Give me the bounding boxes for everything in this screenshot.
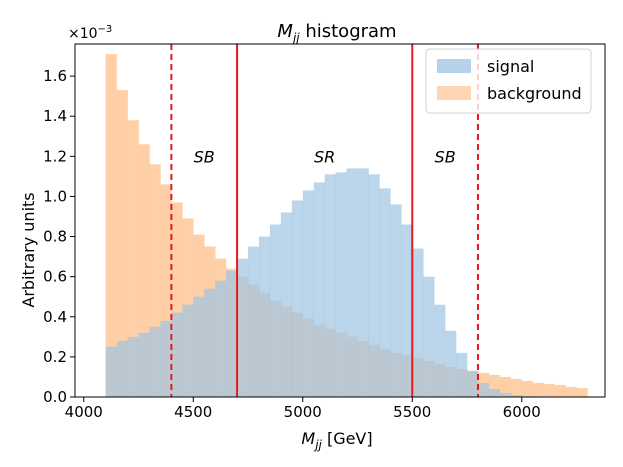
background-bar — [127, 120, 139, 397]
signal-bar — [204, 288, 216, 397]
signal-bar — [248, 246, 260, 397]
y-tick-label: 1.0 — [43, 187, 67, 205]
y-tick-label: 0.6 — [43, 268, 67, 286]
signal-bar — [467, 370, 479, 397]
y-tick-label: 1.2 — [43, 147, 67, 165]
signal-bar — [521, 395, 534, 397]
axes-frame — [74, 43, 606, 398]
signal-bar — [434, 304, 446, 397]
x-tick-label: 4500 — [174, 403, 212, 421]
signal-bar — [477, 382, 490, 397]
signal-bar — [116, 340, 128, 397]
x-tick-label: 5500 — [393, 403, 431, 421]
signal-bar — [324, 174, 336, 397]
signal-bar — [127, 336, 139, 397]
signal-bar — [291, 200, 304, 397]
y-tick-label: 0.8 — [43, 228, 67, 246]
signal-bar — [456, 352, 468, 397]
signal-bar — [510, 394, 523, 397]
signal-bar — [269, 224, 282, 397]
signal-bar — [423, 276, 435, 397]
signal-bar — [237, 258, 249, 397]
signal-bar — [138, 332, 150, 397]
signal-bar — [105, 346, 117, 397]
background-bar — [499, 376, 512, 397]
background-bar — [171, 202, 183, 397]
legend-swatch-signal — [437, 59, 471, 73]
signal-bar — [280, 212, 293, 397]
background-bar — [160, 184, 172, 397]
signal-bar — [160, 320, 172, 397]
legend-label-signal: signal — [487, 57, 534, 76]
background-bar — [488, 374, 501, 397]
background-bar — [116, 90, 128, 398]
y-axis-label: Arbitrary units — [19, 192, 38, 307]
legend-label-background: background — [487, 84, 582, 103]
background-bar — [138, 144, 150, 397]
y-tick-label: 1.4 — [43, 107, 67, 125]
x-tick-label: 4000 — [65, 403, 103, 421]
signal-bar — [368, 174, 380, 397]
y-multiplier: ×10−3 — [68, 24, 112, 42]
axes: 4000 4500 5000 5500 6000 0.0 0.2 0.4 0.6 0.8 1.0 1.… — [43, 43, 606, 421]
region-label-sb: SB — [194, 147, 215, 166]
signal-bar — [171, 312, 183, 397]
x-tick-label: 6000 — [503, 403, 541, 421]
signal-bar — [226, 270, 238, 397]
x-tick-label: 5000 — [284, 403, 322, 421]
signal-bar — [445, 330, 457, 397]
signal-bar — [390, 204, 402, 397]
signal-bar — [379, 188, 391, 397]
y-tick-label: 0.2 — [43, 348, 67, 366]
background-bar — [576, 387, 588, 397]
signal-bar — [488, 388, 501, 397]
region-label-sr: SR — [314, 147, 335, 166]
signal-bar — [215, 280, 227, 397]
signal-bar — [149, 326, 161, 397]
signal-bar — [313, 182, 325, 397]
plot-area: SB SR SB — [105, 44, 588, 398]
region-label-sb: SB — [435, 147, 456, 166]
background-bar — [532, 382, 544, 397]
signal-bar — [258, 236, 271, 397]
signal-bar — [401, 224, 413, 397]
signal-bar — [499, 392, 512, 397]
background-bar — [554, 384, 566, 397]
signal-bar — [335, 172, 347, 397]
background-bar — [105, 54, 117, 397]
chart-title: Mjj histogram — [277, 21, 396, 45]
background-bar — [521, 380, 534, 397]
background-bar — [543, 383, 555, 397]
background-bar — [565, 386, 577, 397]
signal-bar — [357, 168, 369, 397]
y-tick-label: 1.6 — [43, 67, 67, 85]
legend-swatch-background — [437, 86, 471, 100]
signal-bar — [302, 190, 315, 397]
y-tick-label: 0.0 — [43, 388, 67, 406]
signal-bar — [182, 304, 194, 397]
signal-bar — [346, 168, 358, 397]
background-bar — [510, 378, 523, 397]
series-signal — [105, 168, 577, 397]
signal-bar — [412, 248, 424, 397]
background-bar — [149, 164, 161, 397]
signal-bar — [193, 296, 205, 397]
legend: signal background — [425, 48, 592, 114]
y-tick-label: 0.4 — [43, 308, 67, 326]
x-axis-label: Mjj [GeV] — [301, 429, 372, 452]
